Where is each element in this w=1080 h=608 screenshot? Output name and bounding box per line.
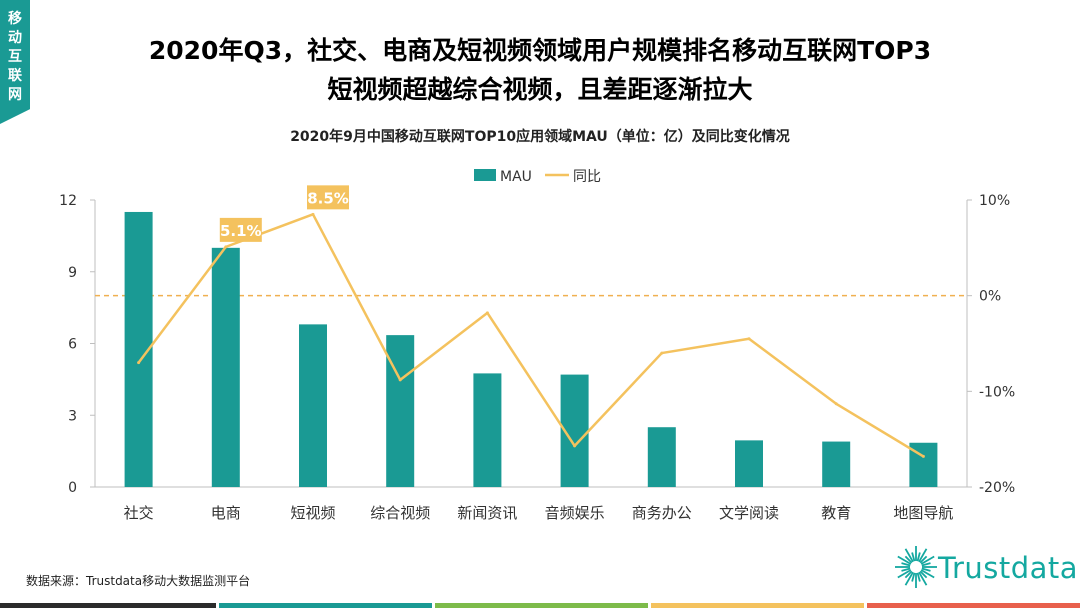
sunburst-ray — [919, 555, 928, 564]
sunburst-ray — [918, 548, 928, 563]
sunburst-ray — [920, 555, 935, 565]
corner-tag: 移 动 互 联 网 — [0, 0, 30, 124]
mau-bar — [822, 441, 851, 487]
mau-bar — [735, 440, 763, 487]
data-label: 5.1% — [219, 217, 262, 242]
sunburst-ray — [916, 572, 921, 582]
sunburst-icon — [895, 546, 937, 588]
mau-bar — [299, 324, 327, 487]
sunburst-ray — [921, 567, 931, 572]
sunburst-ray — [904, 555, 913, 564]
footer-stripe-segment — [651, 603, 864, 608]
legend-swatch-mau — [474, 169, 496, 181]
corner-tag-char: 联 — [8, 68, 22, 84]
corner-tag-char: 动 — [8, 30, 22, 46]
category-label: 新闻资讯 — [457, 504, 517, 522]
data-label-text: 8.5% — [307, 189, 349, 207]
mau-bar — [473, 373, 502, 487]
left-tick-label: 9 — [68, 265, 77, 281]
sunburst-ray — [904, 571, 914, 586]
yoy-point — [834, 402, 838, 406]
left-tick-label: 0 — [68, 480, 77, 496]
sunburst-ray — [916, 552, 921, 562]
right-tick-label: -10% — [979, 384, 1015, 400]
yoy-point — [137, 361, 141, 365]
footer-stripe-segment — [435, 603, 648, 608]
category-label: 地图导航 — [893, 504, 953, 522]
corner-tag-char: 移 — [8, 11, 22, 27]
yoy-point — [485, 311, 489, 315]
yoy-point — [398, 378, 402, 382]
category-label: 短视频 — [290, 504, 335, 522]
yoy-point — [747, 337, 751, 341]
right-tick-label: -20% — [979, 480, 1015, 496]
data-label-box — [307, 185, 349, 210]
legend-label-yoy: 同比 — [573, 169, 601, 185]
footer-stripe-segment — [867, 603, 1080, 608]
category-label: 社交 — [124, 504, 154, 522]
sunburst-ray — [919, 570, 928, 579]
category-label: 电商 — [211, 504, 241, 522]
sunburst-ray — [897, 555, 912, 565]
yoy-point — [660, 351, 664, 355]
yoy-point — [224, 245, 228, 249]
logo-text: Trustdata — [938, 551, 1079, 585]
left-tick-label: 12 — [59, 193, 77, 209]
footer-stripe-segment — [0, 603, 216, 608]
corner-tag-char: 互 — [8, 49, 22, 65]
sunburst-ray — [904, 570, 913, 579]
sunburst-ray — [901, 562, 911, 567]
legend: MAU 同比 — [474, 169, 601, 185]
yoy-point — [311, 212, 315, 216]
chart-title: 2020年9月中国移动互联网TOP10应用领域MAU（单位：亿）及同比变化情况 — [290, 129, 790, 145]
category-label: 音频娱乐 — [545, 504, 605, 522]
sunburst-ray — [920, 569, 935, 579]
source-note: 数据来源：Trustdata移动大数据监测平台 — [26, 574, 251, 588]
sunburst-ray — [911, 572, 916, 582]
right-tick-label: 10% — [979, 193, 1010, 209]
legend-label-mau: MAU — [500, 169, 532, 185]
mau-bar — [386, 335, 415, 487]
mau-bar — [647, 427, 676, 487]
yoy-line — [137, 213, 925, 458]
category-label: 综合视频 — [370, 504, 430, 522]
data-label-box — [219, 217, 262, 242]
category-label: 文学阅读 — [719, 504, 779, 522]
left-tick-label: 6 — [68, 337, 77, 353]
sunburst-ray — [921, 562, 931, 567]
sunburst-ray — [918, 571, 928, 586]
sunburst-ray — [911, 552, 916, 562]
corner-tag-char: 网 — [8, 87, 22, 103]
sunburst-ray — [901, 567, 911, 572]
yoy-point — [921, 454, 925, 458]
trustdata-logo: Trustdata — [894, 540, 1078, 594]
data-label: 8.5% — [307, 185, 349, 210]
headline-line-2: 短视频超越综合视频，且差距逐渐拉大 — [327, 75, 753, 104]
data-label-text: 5.1% — [220, 222, 262, 240]
category-label: 商务办公 — [632, 504, 692, 522]
right-tick-label: 0% — [979, 289, 1001, 305]
sunburst-ray — [904, 548, 914, 563]
sunburst-ray — [897, 569, 912, 579]
category-label: 教育 — [821, 504, 851, 522]
footer-stripe-segment — [219, 603, 432, 608]
yoy-point — [573, 444, 577, 448]
headline-line-1: 2020年Q3，社交、电商及短视频领域用户规模排名移动互联网TOP3 — [148, 36, 932, 65]
mau-bar — [211, 247, 240, 487]
left-tick-label: 3 — [68, 408, 77, 424]
